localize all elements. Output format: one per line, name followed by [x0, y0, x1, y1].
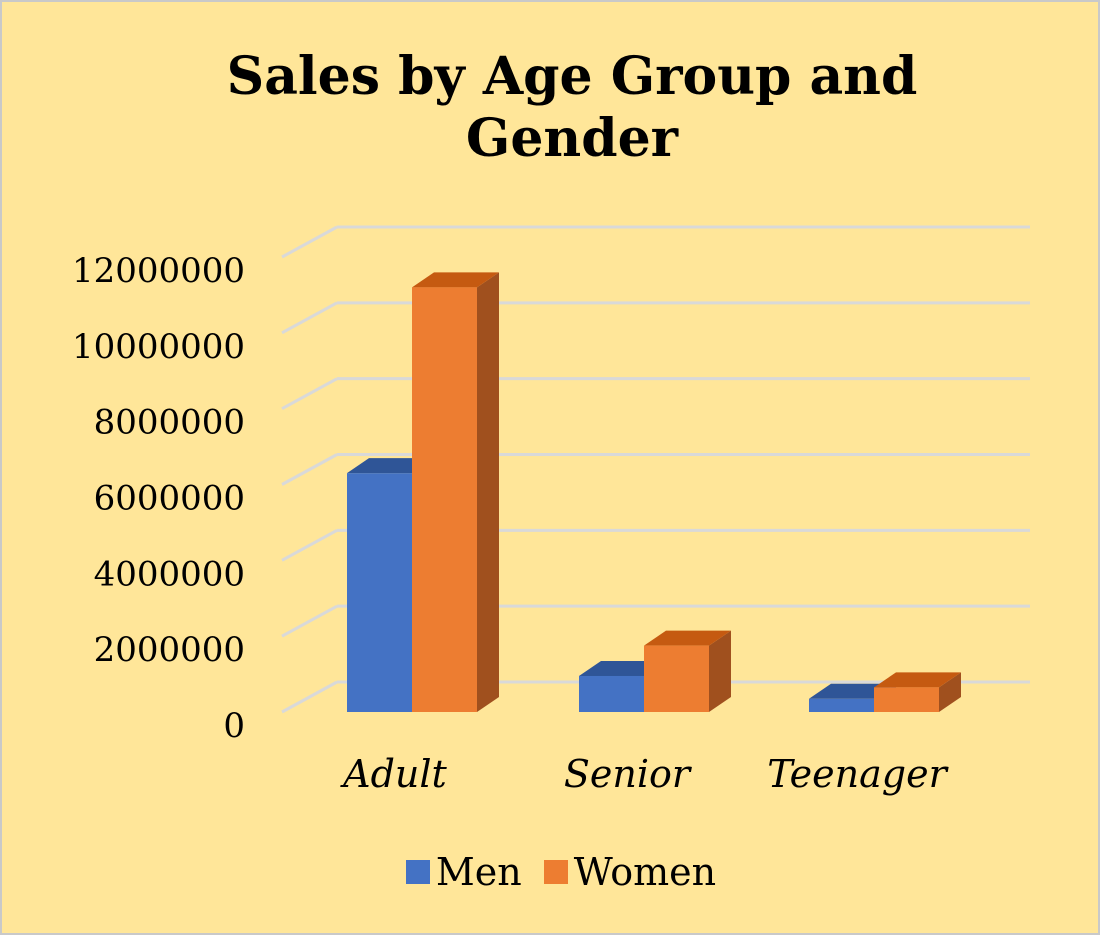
bar-side-women	[939, 672, 961, 712]
bar-women	[644, 645, 709, 712]
gridline-depth	[281, 529, 338, 562]
gridline-depth	[281, 301, 338, 335]
gridline-depth	[281, 225, 338, 259]
y-tick-label: 6000000	[94, 479, 245, 519]
bar-side-women	[709, 630, 731, 712]
chart-legend: Men Women	[2, 847, 1098, 897]
x-tick-label: Teenager	[767, 752, 949, 796]
legend-swatch-women	[543, 860, 568, 884]
gridline-depth	[281, 680, 338, 714]
bar-men	[579, 675, 644, 712]
legend-item-women: Women	[543, 850, 717, 894]
y-tick-label: 4000000	[94, 554, 245, 594]
bar-top-women	[412, 272, 499, 288]
legend-swatch-men	[405, 860, 430, 884]
bar-women	[412, 287, 477, 712]
y-tick-label: 12000000	[72, 251, 245, 291]
x-tick-label: Senior	[564, 752, 693, 796]
chart-title: Sales by Age Group and Gender	[226, 46, 918, 169]
bar-top-women	[874, 672, 961, 688]
legend-item-men: Men	[405, 850, 522, 894]
bar-top-women	[644, 630, 731, 646]
x-tick-label: Adult	[340, 752, 447, 796]
gridline-depth	[281, 453, 338, 486]
bar-women	[874, 687, 939, 712]
bar-men	[809, 698, 874, 712]
y-tick-label: 2000000	[94, 630, 245, 670]
y-tick-label: 8000000	[94, 403, 245, 443]
legend-label-men: Men	[435, 850, 522, 894]
gridline-depth	[281, 377, 338, 410]
bar-men	[347, 473, 412, 712]
bar-side-women	[477, 272, 499, 712]
gridline-depth	[281, 604, 338, 638]
y-tick-label: 0	[223, 706, 245, 746]
y-tick-label: 10000000	[72, 327, 245, 367]
legend-label-women: Women	[573, 850, 717, 894]
